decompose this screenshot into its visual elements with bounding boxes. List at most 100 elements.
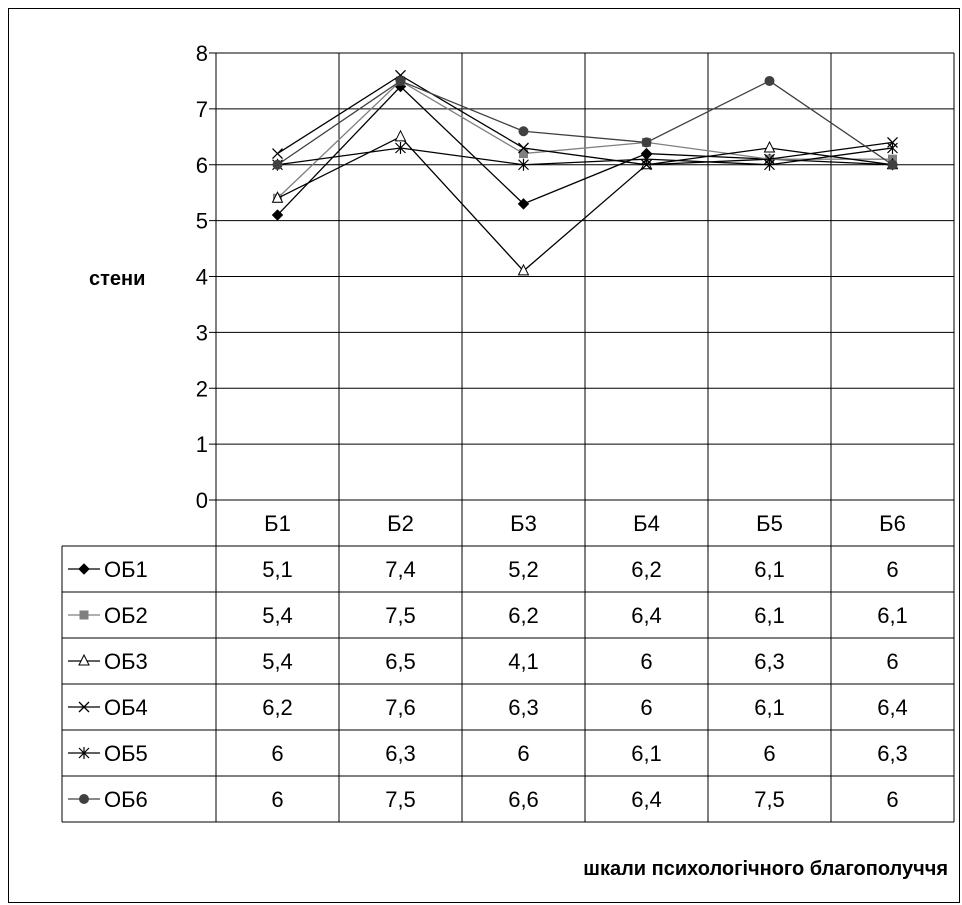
marker-triangle	[78, 653, 90, 666]
data-label: 5,1	[262, 557, 293, 582]
y-tick-label: 6	[196, 153, 208, 178]
marker-diamond	[517, 198, 530, 210]
marker-star	[395, 141, 406, 154]
y-tick-label: 8	[196, 41, 208, 66]
data-label: 6,6	[508, 787, 539, 812]
y-axis-ticks: 0 1 2 3 4 5 6 7 8	[196, 41, 208, 513]
marker-x	[78, 701, 90, 713]
marker-circle	[518, 126, 529, 137]
series-ОБ6	[272, 75, 898, 170]
marker-diamond	[78, 563, 90, 575]
y-tick-label: 7	[196, 97, 208, 122]
x-tick-label: Б2	[387, 511, 414, 536]
x-tick-label: Б1	[264, 511, 291, 536]
data-label: 5,2	[508, 557, 539, 582]
legend-label: ОБ3	[104, 649, 148, 674]
marker-circle	[395, 75, 406, 86]
data-label: 6,3	[385, 741, 416, 766]
series-line	[277, 85, 893, 216]
data-label: 6,3	[877, 741, 908, 766]
series-ОБ5	[272, 141, 898, 171]
marker-star	[78, 747, 90, 759]
y-tick-label: 3	[196, 320, 208, 345]
data-label: 6,1	[754, 695, 785, 720]
data-label: 5,4	[262, 603, 293, 628]
marker-star	[887, 141, 898, 154]
series-line	[277, 80, 893, 166]
data-label: 5,4	[262, 649, 293, 674]
data-label: 6	[763, 741, 775, 766]
y-tick-label: 4	[196, 265, 208, 290]
marker-square	[519, 149, 528, 159]
legend-label: ОБ2	[104, 603, 148, 628]
data-table: Б1 Б2 Б3 Б4 Б5 Б6 ОБ1 5,1 7,4 5,2 6,2 6,1 6 ОБ2 5,4 7,5…	[61, 499, 954, 823]
data-label: 6,3	[508, 695, 539, 720]
data-label: 7,4	[385, 557, 416, 582]
legend-key-ОБ5: ОБ5	[68, 741, 148, 766]
marker-x	[272, 148, 283, 160]
marker-triangle	[517, 263, 530, 276]
x-tick-label: Б4	[633, 511, 660, 536]
x-tick-label: Б3	[510, 511, 537, 536]
legend-label: ОБ6	[104, 787, 148, 812]
y-tick-label: 0	[196, 488, 208, 513]
y-tick-label: 2	[196, 376, 208, 401]
legend-key-ОБ4: ОБ4	[68, 695, 148, 720]
data-label: 6	[886, 787, 898, 812]
marker-star	[764, 158, 775, 171]
legend-label: ОБ1	[104, 557, 148, 582]
y-tick-label: 5	[196, 209, 208, 234]
data-label: 6	[640, 649, 652, 674]
marker-star	[518, 158, 529, 171]
data-label: 6	[640, 695, 652, 720]
marker-triangle	[394, 129, 407, 142]
marker-circle	[887, 159, 898, 170]
marker-x	[518, 142, 529, 154]
x-tick-label: Б6	[879, 511, 906, 536]
legend-key-ОБ2: ОБ2	[68, 603, 148, 628]
series-lines	[271, 69, 899, 276]
data-label: 6,4	[631, 603, 662, 628]
data-label: 6,1	[877, 603, 908, 628]
marker-circle	[641, 137, 652, 148]
data-label: 6,4	[631, 787, 662, 812]
data-label: 6,3	[754, 649, 785, 674]
data-label: 6,5	[385, 649, 416, 674]
data-label: 7,6	[385, 695, 416, 720]
data-label: 6	[271, 787, 283, 812]
series-line	[277, 74, 893, 166]
data-label: 6	[886, 557, 898, 582]
data-label: 6	[271, 741, 283, 766]
marker-star	[641, 153, 652, 166]
marker-circle	[272, 159, 283, 170]
marker-triangle	[763, 140, 776, 153]
data-label: 6,1	[754, 557, 785, 582]
data-label: 6,2	[631, 557, 662, 582]
grid	[209, 52, 955, 822]
y-axis-label: стени	[89, 268, 145, 290]
legend-key-ОБ3: ОБ3	[68, 649, 148, 674]
x-axis-label: шкали психологічного благополуччя	[583, 858, 948, 880]
data-label: 6,1	[754, 603, 785, 628]
legend-label: ОБ4	[104, 695, 148, 720]
series-line	[277, 80, 893, 199]
marker-square	[79, 610, 89, 620]
legend-key-ОБ6: ОБ6	[68, 787, 148, 812]
data-label: 6,1	[631, 741, 662, 766]
chart-frame	[8, 8, 960, 903]
marker-diamond	[271, 209, 284, 221]
data-label: 6,2	[508, 603, 539, 628]
data-label: 6	[886, 649, 898, 674]
y-tick-label: 1	[196, 432, 208, 457]
data-label: 7,5	[754, 787, 785, 812]
data-label: 4,1	[508, 649, 539, 674]
marker-triangle	[271, 191, 284, 203]
data-label: 6	[517, 741, 529, 766]
marker-circle	[764, 75, 775, 86]
legend-label: ОБ5	[104, 741, 148, 766]
data-label: 7,5	[385, 787, 416, 812]
legend-key-ОБ1: ОБ1	[68, 557, 148, 582]
data-label: 7,5	[385, 603, 416, 628]
series-line	[277, 147, 893, 166]
